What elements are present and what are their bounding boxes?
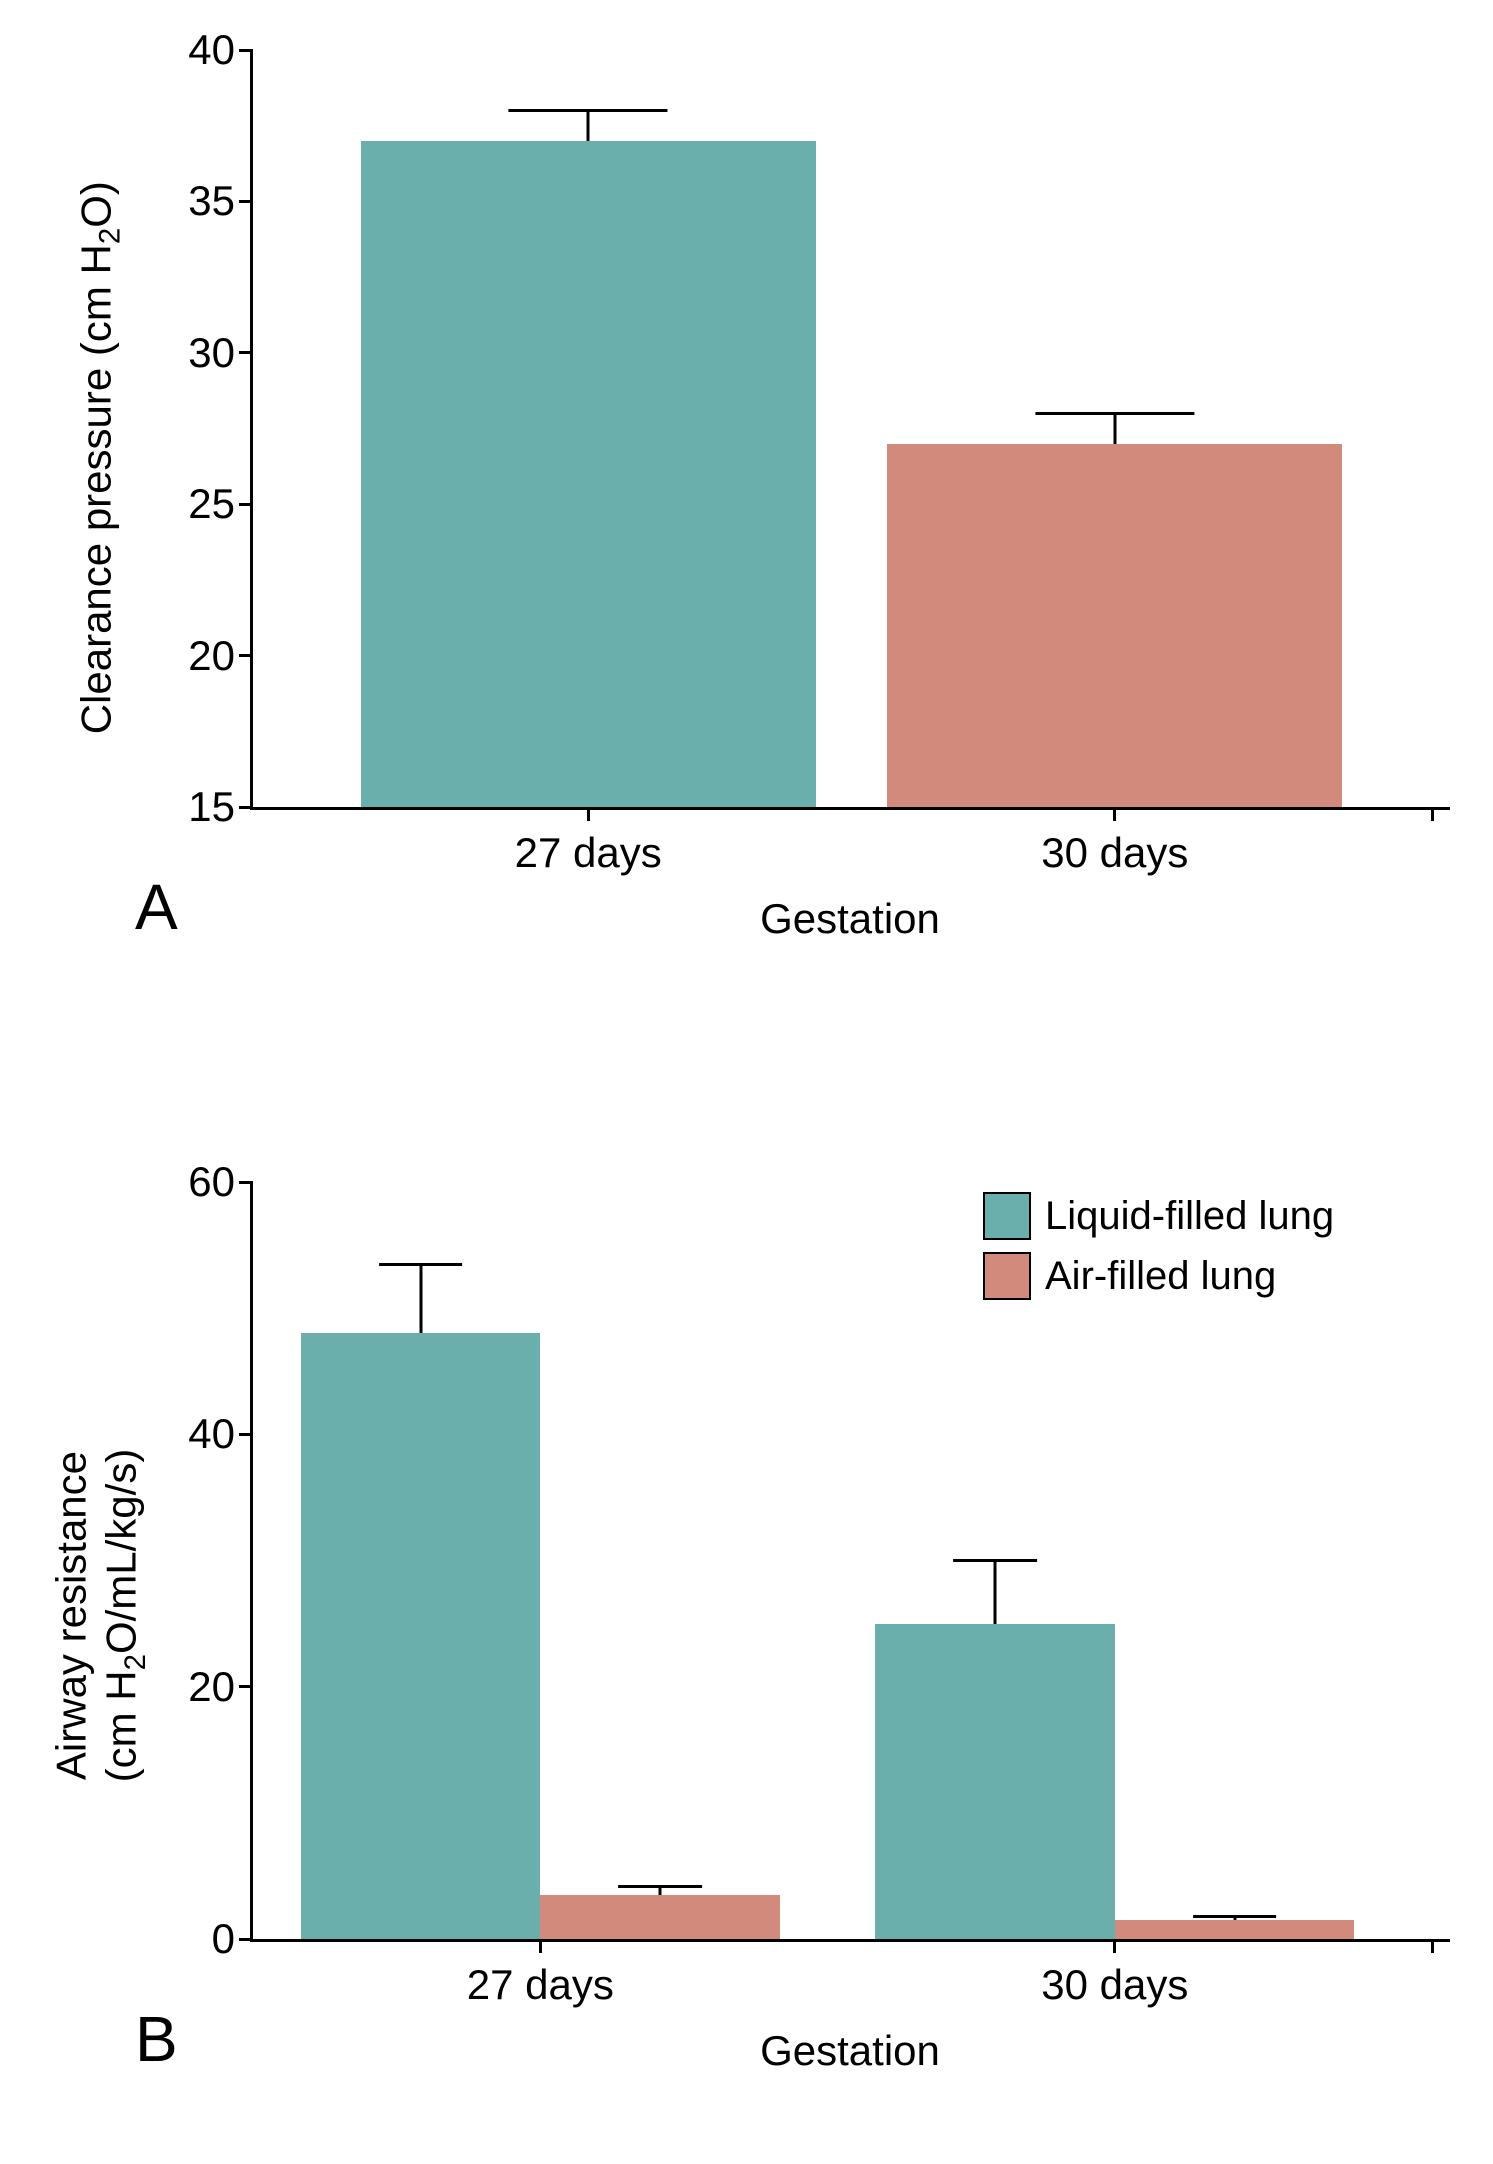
bar <box>540 1895 779 1939</box>
panel-b-xlabel: Gestation <box>760 2027 940 2075</box>
y-tick-label: 60 <box>188 1158 253 1206</box>
panel-a-letter: A <box>135 870 178 944</box>
panel-b-ylabel: Airway resistance (cm H2O/mL/kg/s) <box>46 1236 153 1996</box>
panel-b: Liquid-filled lung Air-filled lung 0 20 40… <box>40 1172 1453 2144</box>
error-bar-stem <box>1113 413 1116 443</box>
x-tick-label: 30 days <box>1041 1939 1188 2009</box>
y-tick-label: 25 <box>188 480 253 528</box>
legend-label: Air-filled lung <box>1045 1254 1276 1299</box>
y-tick-label: 30 <box>188 329 253 377</box>
panel-a-ylabel: Clearance pressure (cm H2O) <box>72 78 127 838</box>
panel-b-letter: B <box>135 2002 178 2076</box>
error-bar-stem <box>587 111 590 141</box>
y-tick-label: 20 <box>188 1663 253 1711</box>
panel-a: 15202530354027 days30 days Clearance pre… <box>40 40 1453 1012</box>
bar <box>361 141 816 807</box>
error-bar-cap <box>509 109 668 112</box>
x-tick-label: 30 days <box>1041 807 1188 877</box>
x-tick-mark <box>1431 1939 1434 1953</box>
bar <box>887 444 1342 807</box>
x-tick-label: 27 days <box>515 807 662 877</box>
x-tick-label: 27 days <box>467 1939 614 2009</box>
legend-item: Liquid-filled lung <box>983 1192 1334 1240</box>
bar <box>1115 1920 1354 1939</box>
y-tick-label: 40 <box>188 26 253 74</box>
panel-a-plot-area: 15202530354027 days30 days <box>250 50 1450 810</box>
legend-item: Air-filled lung <box>983 1252 1334 1300</box>
legend: Liquid-filled lung Air-filled lung <box>983 1192 1334 1300</box>
y-tick-label: 35 <box>188 177 253 225</box>
panel-a-xlabel: Gestation <box>760 895 940 943</box>
error-bar-cap <box>1193 1915 1277 1918</box>
y-tick-label: 0 <box>212 1915 253 1963</box>
error-bar-stem <box>994 1561 997 1624</box>
bar <box>301 1333 540 1939</box>
error-bar-cap <box>618 1885 702 1888</box>
panel-b-plot-area: Liquid-filled lung Air-filled lung 02040… <box>250 1182 1450 1942</box>
error-bar-cap <box>1035 412 1194 415</box>
error-bar-cap <box>379 1263 463 1266</box>
error-bar-stem <box>419 1264 422 1333</box>
bar <box>875 1624 1114 1939</box>
error-bar-cap <box>953 1559 1037 1562</box>
legend-swatch-air <box>983 1252 1031 1300</box>
y-tick-label: 15 <box>188 783 253 831</box>
x-tick-mark <box>1431 807 1434 821</box>
legend-swatch-liquid <box>983 1192 1031 1240</box>
legend-label: Liquid-filled lung <box>1045 1194 1334 1239</box>
y-tick-label: 20 <box>188 632 253 680</box>
y-tick-label: 40 <box>188 1410 253 1458</box>
